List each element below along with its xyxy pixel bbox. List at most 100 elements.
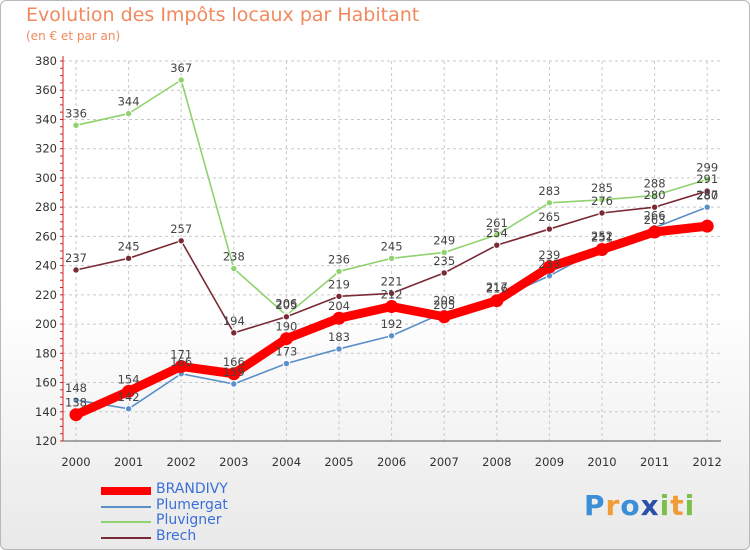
x-tick-label: 2007 xyxy=(430,455,459,469)
data-point-brech xyxy=(282,313,291,321)
data-label-pluvigner: 344 xyxy=(118,95,140,109)
data-point-pluvigner xyxy=(230,264,238,273)
data-label-brandivy: 263 xyxy=(644,213,666,227)
data-label-pluvigner: 236 xyxy=(328,252,350,266)
data-label-brech: 291 xyxy=(696,172,718,186)
data-point-pluvigner xyxy=(440,248,448,257)
data-point-brandivy xyxy=(595,243,609,257)
x-tick-label: 2000 xyxy=(61,455,90,469)
x-tick-label: 2004 xyxy=(272,455,301,469)
x-tick-label: 2001 xyxy=(114,455,143,469)
data-point-brandivy xyxy=(490,294,504,308)
x-tick-label: 2008 xyxy=(482,455,511,469)
data-label-brech: 265 xyxy=(538,210,560,224)
data-point-brandivy xyxy=(279,332,293,346)
logo-letter: t xyxy=(670,489,685,522)
data-point-brech xyxy=(177,237,185,245)
data-point-brandivy xyxy=(227,367,241,381)
logo-letter: r xyxy=(605,489,621,522)
data-label-pluvigner: 283 xyxy=(538,184,560,198)
data-point-pluvigner xyxy=(177,76,185,84)
logo-letter: o xyxy=(620,489,641,522)
data-label-plumergat: 208 xyxy=(433,293,455,307)
y-tick-label: 180 xyxy=(35,346,57,360)
data-label-brandivy: 204 xyxy=(328,299,350,313)
data-label-brandivy: 205 xyxy=(433,298,455,312)
data-label-plumergat: 159 xyxy=(223,365,245,379)
legend-swatch xyxy=(101,487,151,495)
x-tick-label: 2006 xyxy=(377,455,406,469)
logo-letter: x xyxy=(640,489,660,522)
data-label-brandivy: 154 xyxy=(118,372,140,386)
data-point-plumergat xyxy=(387,332,396,340)
data-point-brech xyxy=(387,289,396,298)
y-tick-label: 120 xyxy=(35,434,57,448)
data-label-pluvigner: 238 xyxy=(223,250,245,264)
data-point-pluvigner xyxy=(545,199,554,207)
y-tick-label: 240 xyxy=(35,259,57,273)
data-point-plumergat xyxy=(282,359,291,368)
data-label-brech: 254 xyxy=(486,226,508,240)
data-point-pluvigner xyxy=(493,231,501,239)
y-tick-label: 360 xyxy=(35,83,57,97)
logo-letter: i xyxy=(684,489,696,522)
data-point-brech xyxy=(335,292,343,301)
x-tick-label: 2010 xyxy=(587,455,616,469)
data-label-brech: 221 xyxy=(381,274,403,288)
chart-title: Evolution des Impôts locaux par Habitant xyxy=(26,4,420,26)
data-point-pluvigner xyxy=(598,196,606,204)
data-label-plumergat: 217 xyxy=(486,280,508,294)
data-label-extra: 280 xyxy=(696,188,718,202)
data-label-brech: 237 xyxy=(65,251,87,265)
data-point-brech xyxy=(440,269,448,277)
legend-label: Pluvigner xyxy=(156,512,222,528)
data-point-plumergat xyxy=(72,396,80,404)
legend-swatch xyxy=(101,521,151,523)
data-label-brech: 257 xyxy=(170,222,192,236)
data-point-plumergat xyxy=(124,405,133,413)
x-tick-label: 2002 xyxy=(167,455,196,469)
data-label-brech: 280 xyxy=(644,188,666,202)
legend-swatch xyxy=(101,536,151,539)
data-point-brandivy xyxy=(122,384,136,398)
data-label-brech: 235 xyxy=(433,254,455,268)
data-label-brandivy: 171 xyxy=(170,347,192,361)
data-point-plumergat xyxy=(335,345,343,353)
data-point-brandivy xyxy=(174,359,188,373)
legend-label: BRANDIVY xyxy=(156,481,228,497)
data-label-plumergat: 148 xyxy=(65,381,87,395)
y-tick-label: 200 xyxy=(35,317,57,331)
logo-letter: P xyxy=(584,489,606,522)
data-point-plumergat xyxy=(230,380,238,388)
logo-letter: i xyxy=(659,489,671,522)
data-label-plumergat: 166 xyxy=(170,355,192,369)
data-label-plumergat: 287 xyxy=(696,188,718,202)
data-label-brech: 205 xyxy=(275,298,297,312)
data-point-brech xyxy=(124,254,133,263)
data-label-brandivy: 212 xyxy=(381,288,403,302)
data-label-plumergat: 252 xyxy=(591,229,613,243)
data-label-brandivy: 166 xyxy=(223,355,245,369)
x-tick-label: 2009 xyxy=(535,455,564,469)
data-label-pluvigner: 261 xyxy=(486,216,508,230)
data-label-plumergat: 173 xyxy=(275,345,297,359)
data-label-plumergat: 233 xyxy=(538,257,560,271)
chart-subtitle: (en € et par an) xyxy=(26,29,121,43)
y-tick-label: 260 xyxy=(35,229,57,243)
data-point-brandivy xyxy=(332,311,346,325)
data-label-plumergat: 192 xyxy=(381,317,403,331)
x-tick-label: 2005 xyxy=(324,455,353,469)
data-point-brech xyxy=(230,329,238,337)
data-label-plumergat: 266 xyxy=(644,209,666,223)
data-point-pluvigner xyxy=(335,267,343,276)
data-point-brandivy xyxy=(648,225,662,239)
data-point-brech xyxy=(650,203,659,211)
y-tick-label: 340 xyxy=(35,112,57,126)
data-point-brech xyxy=(545,225,554,233)
data-label-brandivy: 251 xyxy=(591,231,613,245)
data-point-pluvigner xyxy=(387,254,396,263)
x-tick-label: 2003 xyxy=(219,455,248,469)
data-label-brech: 219 xyxy=(328,277,350,291)
